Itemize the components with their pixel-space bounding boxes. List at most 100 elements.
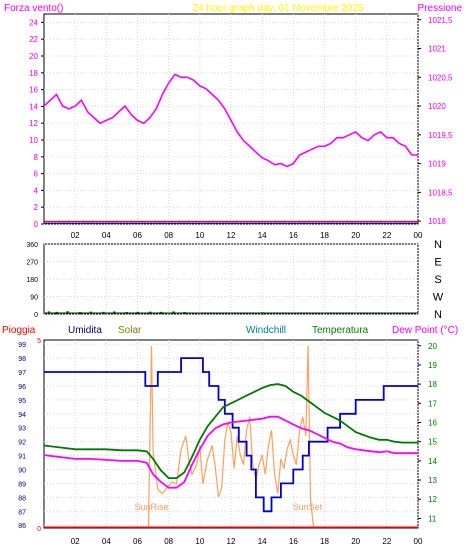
x-tick-label: 04 <box>102 537 111 546</box>
pressure-line <box>43 73 418 168</box>
temperature-humidity-series <box>43 345 418 529</box>
humidity-tick-label: 94 <box>18 412 26 419</box>
pressure-tick-label: 1019 <box>428 160 446 169</box>
temperature-tick-label: 17 <box>428 399 437 408</box>
humidity-tick-label: 96 <box>18 384 26 391</box>
pressure-tick-label: 1019,5 <box>428 131 453 140</box>
compass-label: N <box>434 239 442 251</box>
humidity-tick-label: 86 <box>18 523 26 530</box>
x-tick-label: 02 <box>71 537 80 546</box>
temperature-tick-label: 16 <box>428 418 437 427</box>
x-tick-label: 18 <box>320 537 329 546</box>
wind-tick-label: 10 <box>29 136 38 145</box>
x-tick-label: 20 <box>351 231 360 240</box>
wind-tick-label: 16 <box>29 86 38 95</box>
legend-entry: Windchill <box>246 325 286 336</box>
temperature-axis-ticks: 11 12 13 14 15 16 17 18 19 20 <box>418 342 437 523</box>
temperature-tick-label: 18 <box>428 380 437 389</box>
temperature-tick-label: 11 <box>428 514 437 523</box>
pressure-tick-label: 1020,5 <box>428 73 453 82</box>
temperature-tick-label: 19 <box>428 361 437 370</box>
x-tick-label: 12 <box>227 537 236 546</box>
x-tick-label: 06 <box>133 231 142 240</box>
x-tick-label: 14 <box>258 231 267 240</box>
wind-tick-label: 20 <box>29 52 38 61</box>
wind-tick-label: 14 <box>29 102 38 111</box>
legend: Pioggia Umidita Solar Windchill Temperatura D… <box>2 325 458 336</box>
humidity-tick-label: 98 <box>18 356 26 363</box>
legend-entry: Pioggia <box>2 325 36 336</box>
x-tick-label: 04 <box>102 231 111 240</box>
humidity-tick-label: 87 <box>18 509 26 516</box>
x-tick-label: 08 <box>164 537 173 546</box>
x-tick-label: 16 <box>289 537 298 546</box>
wind-direction-grid <box>44 243 419 315</box>
wind-tick-label: 6 <box>34 170 39 179</box>
rain-tick-label: 5 <box>37 338 41 345</box>
temperature-humidity-x-ticks: 02 04 06 08 10 12 14 16 18 20 22 00 <box>71 537 423 546</box>
x-tick-label: 12 <box>227 231 236 240</box>
x-tick-label: 20 <box>351 537 360 546</box>
direction-degree-label: 360 <box>26 242 38 249</box>
humidity-tick-label: 97 <box>18 370 26 377</box>
temperature-tick-label: 14 <box>428 457 437 466</box>
temperature-line <box>43 383 418 480</box>
temperature-tick-label: 13 <box>428 476 437 485</box>
wind-tick-label: 0 <box>34 220 39 229</box>
x-tick-label: 02 <box>71 231 80 240</box>
wind-direction-points <box>44 311 418 315</box>
wind-tick-label: 22 <box>29 35 38 44</box>
pressure-tick-label: 1021,5 <box>428 16 453 25</box>
x-tick-label: 14 <box>258 537 267 546</box>
wind-tick-label: 18 <box>29 69 38 78</box>
wind-tick-label: 8 <box>34 153 39 162</box>
direction-degree-label: 90 <box>30 295 38 302</box>
wind-axis-title: Forza vento() <box>4 3 63 14</box>
wind-pressure-series <box>43 73 418 224</box>
x-tick-label: 06 <box>133 537 142 546</box>
legend-entry: Dew Point (°C) <box>392 325 458 336</box>
humidity-tick-label: 99 <box>18 342 26 349</box>
wind-tick-label: 24 <box>29 18 38 27</box>
x-tick-label: 00 <box>414 537 423 546</box>
x-tick-label: 10 <box>195 537 204 546</box>
solar-line <box>147 345 315 529</box>
x-tick-label: 00 <box>414 231 423 240</box>
x-tick-label: 08 <box>164 231 173 240</box>
humidity-tick-label: 92 <box>18 440 26 447</box>
direction-degree-label: 0 <box>34 312 38 319</box>
x-tick-label: 22 <box>382 231 391 240</box>
legend-entry: Temperatura <box>312 325 369 336</box>
humidity-tick-label: 88 <box>18 495 26 502</box>
compass-label: E <box>434 257 441 269</box>
temperature-tick-label: 12 <box>428 495 437 504</box>
wind-direction-degree-ticks: 0 90 180 270 360 <box>26 242 38 319</box>
pressure-tick-label: 1021 <box>428 45 446 54</box>
sunrise-annotation: SunRise <box>135 502 169 512</box>
compass-label: S <box>434 274 441 286</box>
wind-tick-label: 4 <box>34 186 39 195</box>
compass-label: N <box>434 309 442 321</box>
direction-degree-label: 270 <box>26 260 38 267</box>
temperature-tick-label: 20 <box>428 342 437 351</box>
pressure-tick-label: 1018,5 <box>428 188 453 197</box>
humidity-tick-label: 95 <box>18 398 26 405</box>
humidity-tick-label: 91 <box>18 454 26 461</box>
wind-tick-label: 2 <box>34 203 39 212</box>
direction-degree-label: 180 <box>26 277 38 284</box>
sunset-annotation: SunSet <box>293 502 323 512</box>
legend-entry: Solar <box>118 325 142 336</box>
dewpoint-line <box>43 415 418 489</box>
x-tick-label: 18 <box>320 231 329 240</box>
temperature-tick-label: 15 <box>428 438 437 447</box>
rain-axis-ticks: 05 <box>37 338 41 533</box>
legend-entry: Umidita <box>68 325 102 336</box>
pressure-axis-title: Pressione <box>418 3 463 14</box>
pressure-tick-label: 1020 <box>428 102 446 111</box>
humidity-line <box>44 357 418 513</box>
compass-label: W <box>433 292 444 304</box>
